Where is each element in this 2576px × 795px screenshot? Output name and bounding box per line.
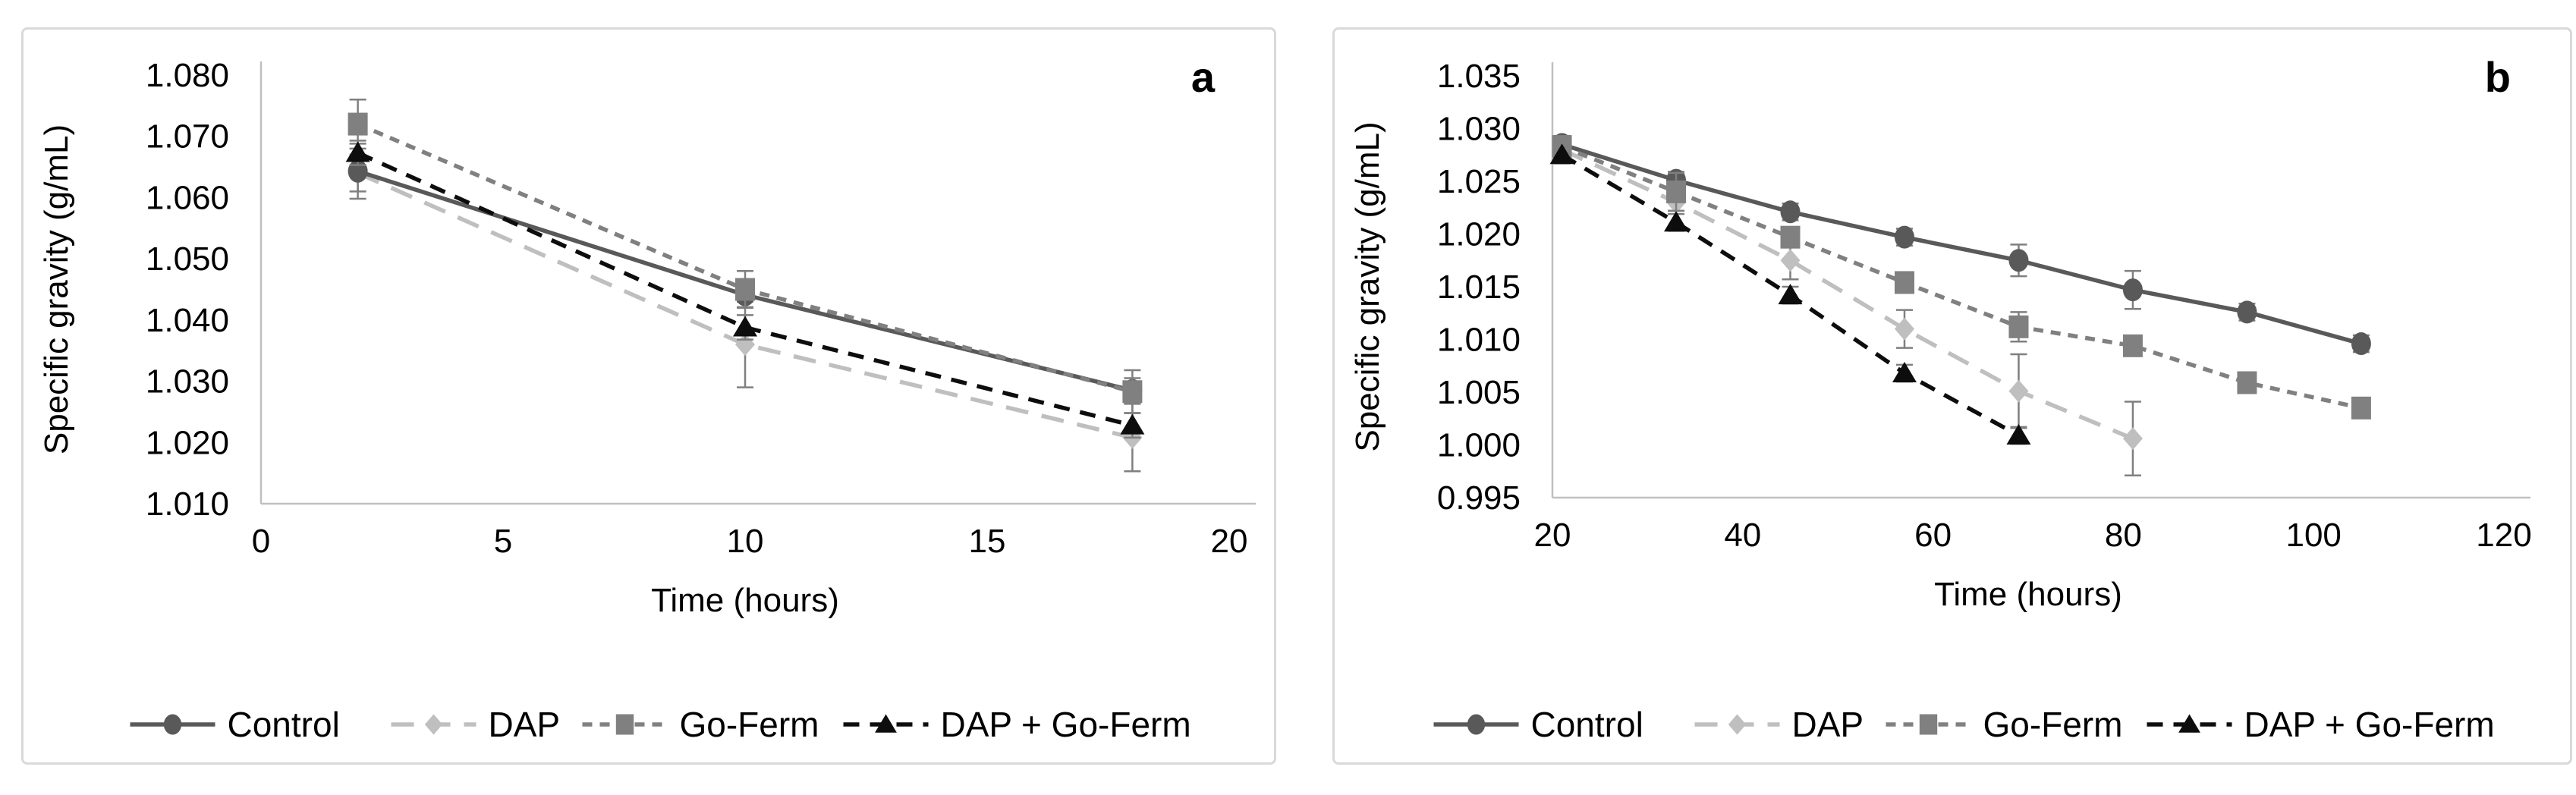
legend-item-go-ferm: Go-Ferm [582, 705, 819, 744]
marker-go-ferm [1122, 380, 1143, 404]
marker-dap-go-ferm [345, 141, 370, 162]
marker-dap [1894, 317, 1914, 341]
marker-go-ferm [2122, 334, 2143, 357]
legend-item-control: Control [130, 705, 340, 744]
circle-marker-icon [163, 714, 182, 735]
legend-label: DAP [1792, 705, 1864, 744]
y-tick-label: 1.080 [146, 57, 229, 94]
marker-control [2122, 278, 2143, 302]
marker-go-ferm [1894, 271, 1914, 294]
y-axis-title: Specific gravity (g/mL) [1349, 121, 1386, 451]
legend-item-control: Control [1433, 705, 1643, 744]
square-marker-icon [615, 714, 634, 735]
marker-control [2237, 300, 2257, 324]
panel-a-letter: a [1190, 53, 1215, 101]
diamond-marker-icon [1728, 714, 1747, 735]
legend-label: DAP [489, 705, 561, 744]
x-tick-label: 5 [494, 523, 512, 560]
y-tick-label: 1.020 [146, 424, 229, 461]
marker-control [1780, 200, 1801, 224]
square-marker-icon [1919, 714, 1938, 735]
marker-dap-go-ferm [1664, 211, 1689, 232]
x-tick-label: 20 [1211, 523, 1248, 560]
marker-go-ferm [2237, 371, 2257, 394]
marker-dap-go-ferm [1892, 361, 1917, 382]
marker-dap [2122, 427, 2143, 451]
y-axis-title: Specific gravity (g/mL) [38, 124, 75, 454]
series-line-dap [1561, 147, 2134, 441]
y-tick-label: 1.030 [1437, 111, 1521, 148]
marker-dap-go-ferm [733, 316, 757, 337]
y-tick-label: 1.015 [1437, 269, 1521, 306]
marker-go-ferm [348, 112, 368, 136]
legend-label: Go-Ferm [1983, 705, 2123, 744]
marker-go-ferm [2351, 396, 2371, 419]
y-tick-label: 1.020 [1437, 216, 1521, 253]
x-tick-label: 15 [969, 523, 1006, 560]
series-line-control [1561, 142, 2362, 346]
y-tick-label: 1.060 [146, 179, 229, 216]
y-tick-label: 1.040 [146, 302, 229, 339]
y-tick-label: 1.005 [1437, 374, 1521, 411]
chart-b: 1.035 1.030 1.025 1.020 1.015 1.010 1.005 1.000… [1349, 58, 2532, 744]
y-tick-label: 1.035 [1437, 58, 1521, 95]
legend: Control DAP Go-Ferm DAP + Go-Ferm [1433, 705, 2495, 744]
marker-dap-go-ferm [2006, 423, 2031, 445]
panel-a: 1.080 1.070 1.060 1.050 1.040 1.030 1.020 1.010… [21, 27, 1276, 765]
x-tick-label: 120 [2476, 517, 2531, 554]
marker-control [2008, 249, 2029, 272]
marker-control [1894, 225, 1914, 249]
legend: Control DAP Go-Ferm DAP + Go-Ferm [130, 705, 1191, 744]
legend-label: Control [228, 705, 340, 744]
marker-go-ferm [735, 278, 755, 301]
x-tick-label: 10 [727, 523, 764, 560]
x-tick-label: 20 [1534, 517, 1571, 554]
marker-dap [2008, 379, 2029, 403]
error-bars-dap [1553, 140, 2141, 477]
marker-dap-go-ferm [1549, 143, 1574, 165]
legend-label: Control [1531, 705, 1643, 744]
marker-dap-go-ferm [1120, 413, 1145, 435]
x-tick-label: 60 [1914, 517, 1952, 554]
legend-item-dap-go-ferm: DAP + Go-Ferm [2147, 705, 2495, 744]
marker-control [2351, 332, 2371, 356]
marker-go-ferm [1780, 225, 1801, 249]
legend-item-dap: DAP [391, 705, 561, 744]
y-tick-label: 1.010 [1437, 322, 1521, 359]
marker-dap [1780, 249, 1801, 272]
x-tick-label: 0 [252, 523, 270, 560]
chart-a: 1.080 1.070 1.060 1.050 1.040 1.030 1.020 1.010… [38, 57, 1256, 744]
panel-b-letter: b [2484, 53, 2511, 101]
triangle-marker-icon [875, 714, 897, 733]
panel-b: 1.035 1.030 1.025 1.020 1.015 1.010 1.005 1.000… [1332, 27, 2572, 765]
marker-dap-go-ferm [1778, 284, 1803, 305]
y-tick-label: 1.070 [146, 118, 229, 156]
diamond-marker-icon [424, 714, 443, 735]
marker-go-ferm [1666, 180, 1687, 203]
legend-item-dap-go-ferm: DAP + Go-Ferm [843, 705, 1191, 744]
y-tick-label: 1.030 [146, 363, 229, 401]
x-tick-label: 40 [1724, 517, 1761, 554]
x-tick-label: 80 [2105, 517, 2142, 554]
legend-item-go-ferm: Go-Ferm [1886, 705, 2123, 744]
series-line-go-ferm [1561, 144, 2362, 410]
legend-item-dap: DAP [1694, 705, 1864, 744]
triangle-marker-icon [2178, 714, 2200, 733]
legend-label: DAP + Go-Ferm [941, 705, 1191, 744]
circle-marker-icon [1467, 714, 1486, 735]
x-axis-title: Time (hours) [651, 582, 839, 619]
x-axis-title: Time (hours) [1934, 576, 2122, 613]
marker-go-ferm [2008, 315, 2029, 338]
y-tick-label: 1.025 [1437, 163, 1521, 200]
y-tick-label: 1.000 [1437, 427, 1521, 464]
legend-label: Go-Ferm [680, 705, 819, 744]
y-tick-label: 0.995 [1437, 479, 1521, 517]
legend-label: DAP + Go-Ferm [2244, 705, 2495, 744]
y-tick-label: 1.050 [146, 240, 229, 278]
series-line-dap-go-ferm [357, 150, 1134, 428]
y-tick-label: 1.010 [146, 485, 229, 523]
x-tick-label: 100 [2285, 517, 2341, 554]
